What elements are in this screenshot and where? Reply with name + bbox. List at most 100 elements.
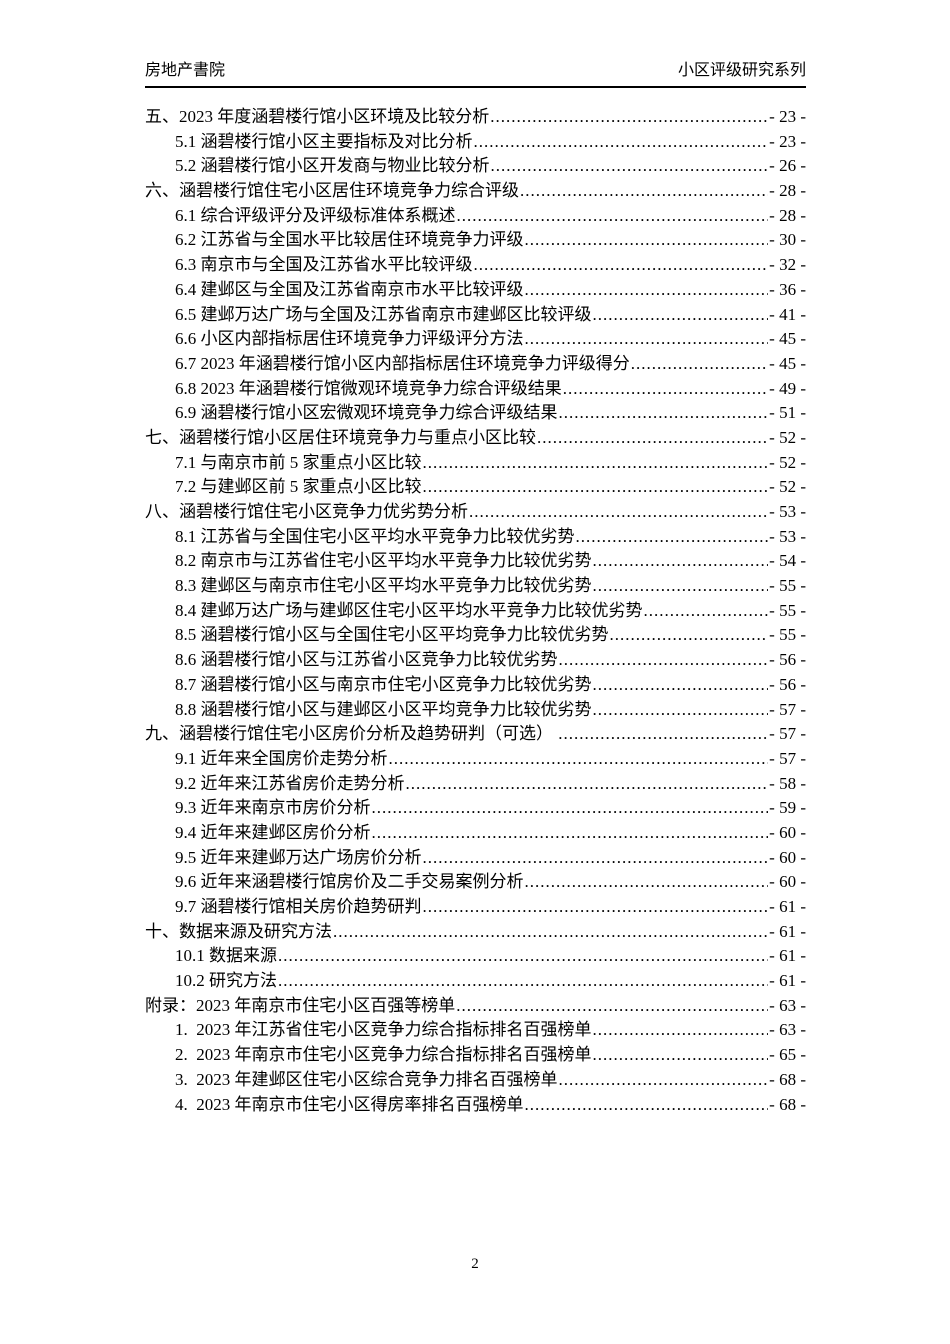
toc-entry[interactable]: 8.5 涵碧楼行馆小区与全国住宅小区平均竞争力比较优劣势 - 55 -	[145, 623, 806, 648]
dot-leader	[474, 130, 769, 155]
dot-leader	[644, 599, 769, 624]
dot-leader	[457, 204, 769, 229]
toc-entry[interactable]: 9.4 近年来建邺区房价分析 - 60 -	[145, 821, 806, 846]
toc-entry-page: - 57 -	[769, 748, 806, 768]
toc-entry-page: - 53 -	[769, 502, 806, 521]
toc-entry[interactable]: 2. 2023 年南京市住宅小区竞争力综合指标排名百强榜单 - 65 -	[145, 1043, 806, 1068]
toc-entry[interactable]: 6.4 建邺区与全国及江苏省南京市水平比较评级 - 36 -	[145, 278, 806, 303]
toc-entry[interactable]: 6.6 小区内部指标居住环境竞争力评级评分方法 - 45 -	[145, 327, 806, 352]
toc-entry-label: 9.7 涵碧楼行馆相关房价趋势研判	[175, 897, 422, 916]
toc-entry-page: - 63 -	[769, 995, 806, 1015]
toc-entry-label: 6.6 小区内部指标居住环境竞争力评级评分方法	[175, 329, 524, 349]
toc-entry[interactable]: 8.7 涵碧楼行馆小区与南京市住宅小区竞争力比较优劣势 - 56 -	[145, 673, 806, 698]
toc-entry[interactable]: 5.2 涵碧楼行馆小区开发商与物业比较分析 - 26 -	[145, 154, 806, 179]
dot-leader	[593, 1018, 769, 1043]
header-divider	[145, 86, 806, 88]
toc-entry-label: 6.2 江苏省与全国水平比较居住环境竞争力评级	[175, 230, 524, 250]
toc-entry[interactable]: 3. 2023 年建邺区住宅小区综合竞争力排名百强榜单 - 68 -	[145, 1068, 806, 1093]
toc-entry[interactable]: 九、涵碧楼行馆住宅小区房价分析及趋势研判（可选） - 57 -	[145, 722, 806, 747]
toc-entry-page: - 60 -	[769, 822, 806, 842]
dot-leader	[610, 623, 769, 648]
toc-entry-label: 10.1 数据来源	[175, 946, 277, 966]
toc-entry[interactable]: 附录：2023 年南京市住宅小区百强等榜单 - 63 -	[145, 994, 806, 1019]
dot-leader	[469, 500, 768, 525]
toc-entry-page: - 53 -	[769, 526, 806, 546]
toc-entry[interactable]: 6.3 南京市与全国及江苏省水平比较评级 - 32 -	[145, 253, 806, 278]
toc-entry[interactable]: 9.3 近年来南京市房价分析 - 59 -	[145, 796, 806, 821]
dot-leader	[389, 747, 769, 772]
toc-entry[interactable]: 7.2 与建邺区前 5 家重点小区比较 - 52 -	[145, 475, 806, 500]
toc-entry-page: - 65 -	[769, 1045, 806, 1065]
toc-entry-page: - 57 -	[769, 724, 806, 744]
toc-entry[interactable]: 9.5 近年来建邺万达广场房价分析 - 60 -	[145, 846, 806, 871]
dot-leader	[558, 722, 768, 747]
toc-entry-page: - 45 -	[769, 353, 806, 373]
toc-entry[interactable]: 8.2 南京市与江苏省住宅小区平均水平竞争力比较优劣势 - 54 -	[145, 549, 806, 574]
toc-entry[interactable]: 5.1 涵碧楼行馆小区主要指标及对比分析 - 23 -	[145, 130, 806, 155]
toc-entry-page: - 61 -	[769, 946, 806, 966]
toc-entry-label: 六、涵碧楼行馆住宅小区居住环境竞争力综合评级	[145, 181, 519, 201]
toc-entry-page: - 63 -	[769, 1020, 806, 1040]
toc-entry-page: - 58 -	[769, 773, 806, 793]
toc-entry[interactable]: 6.9 涵碧楼行馆小区宏微观环境竞争力综合评级结果 - 51 -	[145, 401, 806, 426]
toc-entry[interactable]: 8.4 建邺万达广场与建邺区住宅小区平均水平竞争力比较优劣势 - 55 -	[145, 599, 806, 624]
toc-entry[interactable]: 7.1 与南京市前 5 家重点小区比较 - 52 -	[145, 451, 806, 476]
toc-entry[interactable]: 9.1 近年来全国房价走势分析 - 57 -	[145, 747, 806, 772]
toc-entry-label: 9.3 近年来南京市房价分析	[175, 798, 371, 818]
toc-entry[interactable]: 9.7 涵碧楼行馆相关房价趋势研判 - 61 -	[145, 895, 806, 920]
toc-entry-label: 2. 2023 年南京市住宅小区竞争力综合指标排名百强榜单	[175, 1045, 592, 1065]
toc-entry-label: 6.5 建邺万达广场与全国及江苏省南京市建邺区比较评级	[175, 304, 592, 324]
toc-entry-label: 6.3 南京市与全国及江苏省水平比较评级	[175, 255, 473, 275]
toc-entry-page: - 55 -	[769, 576, 806, 596]
toc-entry[interactable]: 六、涵碧楼行馆住宅小区居住环境竞争力综合评级 - 28 -	[145, 179, 806, 204]
toc-entry-label: 6.9 涵碧楼行馆小区宏微观环境竞争力综合评级结果	[175, 403, 558, 423]
toc-entry[interactable]: 8.8 涵碧楼行馆小区与建邺区小区平均竞争力比较优劣势 - 57 -	[145, 698, 806, 723]
dot-leader	[593, 673, 769, 698]
toc-entry[interactable]: 8.1 江苏省与全国住宅小区平均水平竞争力比较优劣势 - 53 -	[145, 525, 806, 550]
toc-entry[interactable]: 八、涵碧楼行馆住宅小区竞争力优劣势分析 - 53 -	[145, 500, 806, 525]
dot-leader	[278, 969, 768, 994]
toc-entry[interactable]: 10.1 数据来源 - 61 -	[145, 944, 806, 969]
toc-entry[interactable]: 8.3 建邺区与南京市住宅小区平均水平竞争力比较优劣势 - 55 -	[145, 574, 806, 599]
toc-entry-label: 3. 2023 年建邺区住宅小区综合竞争力排名百强榜单	[175, 1069, 558, 1089]
toc-entry-label: 4. 2023 年南京市住宅小区得房率排名百强榜单	[175, 1094, 524, 1114]
toc-entry-label: 9.6 近年来涵碧楼行馆房价及二手交易案例分析	[175, 872, 524, 892]
toc-entry[interactable]: 1. 2023 年江苏省住宅小区竞争力综合指标排名百强榜单 - 63 -	[145, 1018, 806, 1043]
dot-leader	[372, 821, 769, 846]
toc-entry[interactable]: 9.2 近年来江苏省房价走势分析 - 58 -	[145, 772, 806, 797]
dot-leader	[520, 179, 768, 204]
toc-entry-page: - 68 -	[769, 1094, 806, 1114]
dot-leader	[563, 377, 768, 402]
dot-leader	[559, 1068, 769, 1093]
toc-entry-page: - 32 -	[769, 255, 806, 275]
toc-entry-page: - 60 -	[769, 847, 806, 867]
toc-entry-page: - 61 -	[769, 921, 806, 941]
toc-entry[interactable]: 6.5 建邺万达广场与全国及江苏省南京市建邺区比较评级 - 41 -	[145, 303, 806, 328]
dot-leader	[525, 1093, 769, 1118]
toc-entry[interactable]: 七、涵碧楼行馆小区居住环境竞争力与重点小区比较 - 52 -	[145, 426, 806, 451]
dot-leader	[490, 105, 768, 130]
toc-entry-page: - 49 -	[769, 378, 806, 398]
toc-entry[interactable]: 6.1 综合评级评分及评级标准体系概述 - 28 -	[145, 204, 806, 229]
toc-entry[interactable]: 4. 2023 年南京市住宅小区得房率排名百强榜单 - 68 -	[145, 1093, 806, 1118]
toc-entry[interactable]: 6.8 2023 年涵碧楼行馆微观环境竞争力综合评级结果 - 49 -	[145, 377, 806, 402]
toc-entry-page: - 52 -	[769, 477, 806, 497]
toc-entry[interactable]: 8.6 涵碧楼行馆小区与江苏省小区竞争力比较优劣势 - 56 -	[145, 648, 806, 673]
dot-leader	[474, 253, 769, 278]
toc-entry[interactable]: 十、数据来源及研究方法 - 61 -	[145, 920, 806, 945]
dot-leader	[559, 401, 769, 426]
dot-leader	[278, 944, 768, 969]
toc-list: 五、2023 年度涵碧楼行馆小区环境及比较分析- 23 -5.1 涵碧楼行馆小区…	[145, 105, 806, 1117]
toc-entry[interactable]: 五、2023 年度涵碧楼行馆小区环境及比较分析 - 23 -	[145, 105, 806, 130]
toc-entry[interactable]: 10.2 研究方法 - 61 -	[145, 969, 806, 994]
dot-leader	[525, 870, 769, 895]
dot-leader	[525, 327, 769, 352]
toc-entry[interactable]: 6.7 2023 年涵碧楼行馆小区内部指标居住环境竞争力评级得分 - 45 -	[145, 352, 806, 377]
toc-entry-page: - 23 -	[769, 131, 806, 151]
toc-entry-page: - 59 -	[769, 798, 806, 818]
toc-entry[interactable]: 9.6 近年来涵碧楼行馆房价及二手交易案例分析 - 60 -	[145, 870, 806, 895]
toc-entry-label: 八、涵碧楼行馆住宅小区竞争力优劣势分析	[145, 502, 468, 521]
toc-entry[interactable]: 6.2 江苏省与全国水平比较居住环境竞争力评级 - 30 -	[145, 228, 806, 253]
toc-entry-page: - 52 -	[769, 427, 806, 447]
